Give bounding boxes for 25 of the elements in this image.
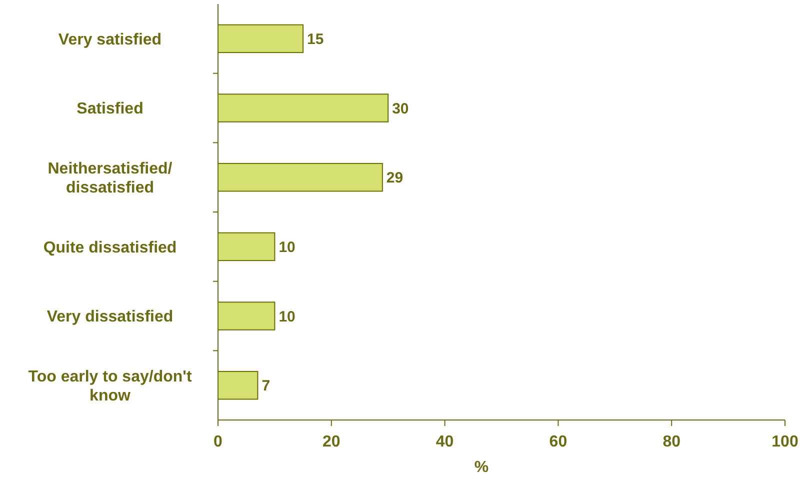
y-tick-label: Too early to say/don't know	[28, 368, 192, 404]
bar	[218, 370, 258, 400]
x-tick-label: 0	[214, 434, 223, 451]
bar	[218, 24, 304, 54]
data-label: 30	[392, 100, 409, 118]
y-tick-label: Quite dissatisfied	[43, 239, 177, 256]
x-tick-label: 80	[662, 434, 681, 451]
bar	[218, 232, 276, 262]
bar	[218, 302, 276, 330]
x-tick-label: 20	[322, 434, 340, 451]
data-label: 10	[278, 238, 296, 256]
y-tick-label: Very dissatisfied	[46, 308, 174, 326]
y-tick-label: Neithersatisfied/ dissatisfied	[48, 160, 173, 196]
x-tick-label: 100	[772, 434, 798, 451]
bar	[218, 162, 383, 192]
x-axis-title: %	[474, 459, 489, 476]
data-label: 29	[386, 170, 404, 187]
data-label: 7	[262, 378, 270, 395]
bar	[218, 94, 389, 122]
data-label: 15	[307, 30, 324, 48]
x-tick-label: 60	[549, 434, 568, 451]
data-label: 10	[278, 308, 296, 326]
x-tick-label: 40	[436, 434, 454, 451]
y-tick-label: Satisfied	[76, 100, 144, 118]
y-tick-label: Very satisfied	[58, 31, 162, 48]
